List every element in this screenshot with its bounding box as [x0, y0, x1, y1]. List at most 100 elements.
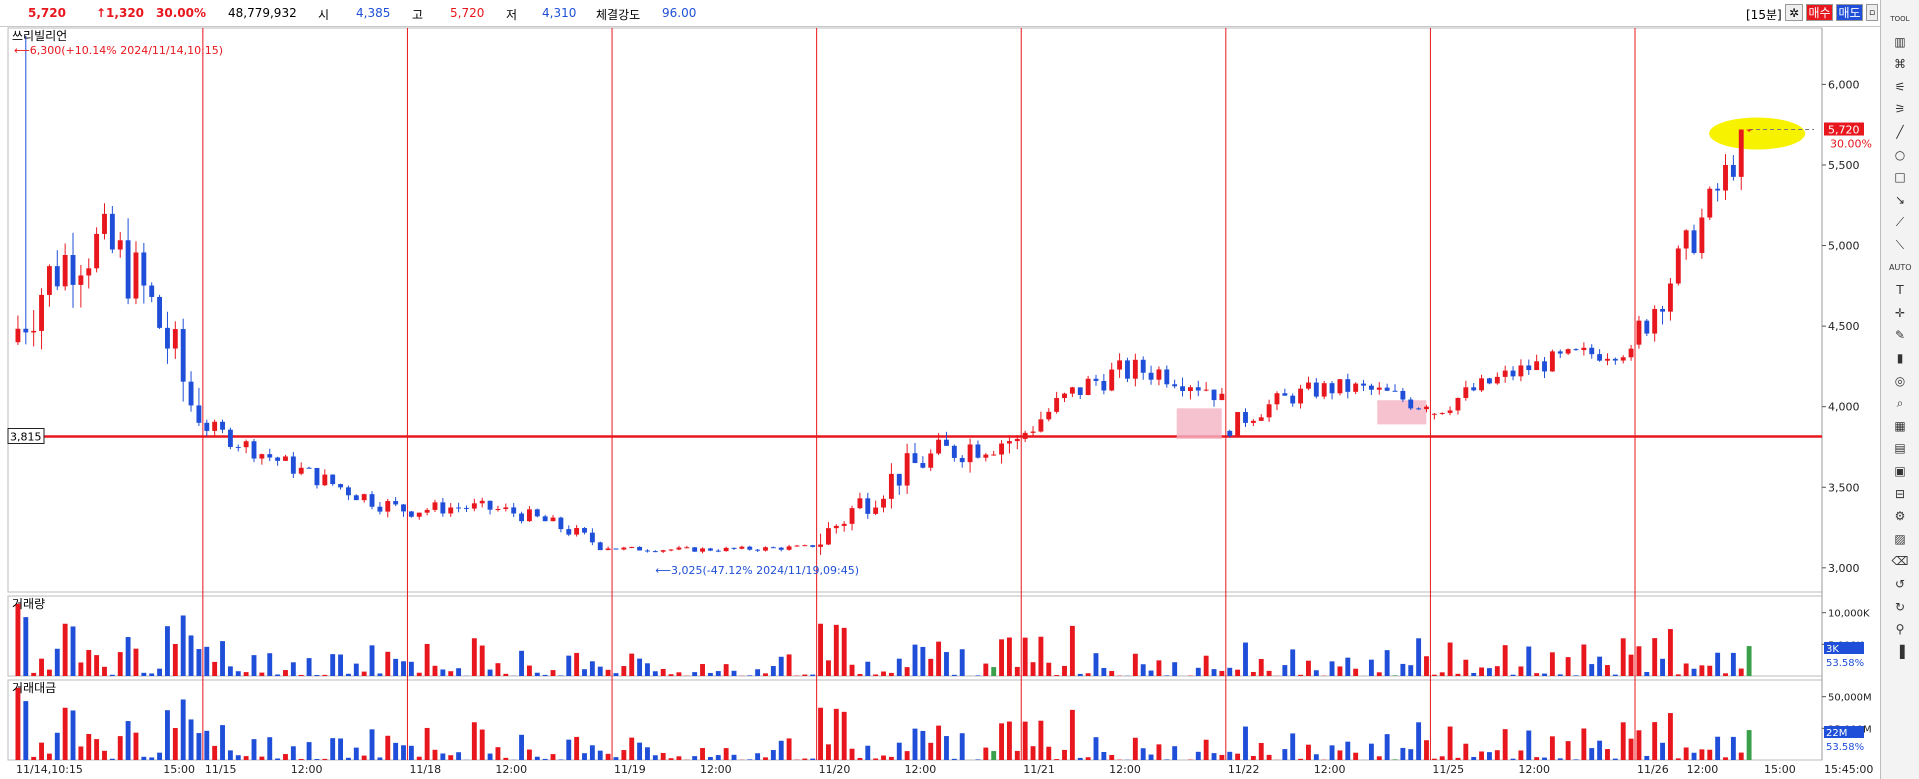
candle-body — [172, 329, 178, 349]
interval-selector[interactable]: [15분] — [1746, 8, 1782, 22]
volume-bar — [1211, 669, 1217, 676]
price-tick-label: 4,500 — [1828, 320, 1860, 333]
amount-bar — [1691, 752, 1697, 760]
sell-button[interactable]: 매도 — [1836, 4, 1863, 21]
ruler-icon[interactable]: ⊟ — [1894, 486, 1906, 501]
settings-icon[interactable]: ⚙ — [1894, 509, 1906, 524]
volume-bar — [1337, 666, 1343, 676]
calculator-icon[interactable]: ▨ — [1894, 531, 1906, 546]
amount-bar — [1022, 721, 1028, 760]
candle-body — [692, 547, 698, 552]
auto-icon[interactable]: AUTO — [1889, 262, 1912, 272]
amount-bar — [1101, 751, 1107, 760]
pen-icon[interactable]: ✎ — [1894, 328, 1906, 343]
candle-body — [1109, 369, 1115, 391]
amount-bar — [763, 757, 768, 760]
buy-button[interactable]: 매수 — [1806, 4, 1833, 21]
amount-bar — [747, 759, 753, 760]
x-tick-label: 11/22 — [1228, 763, 1260, 776]
amount-bar — [212, 745, 218, 760]
amount-bar — [1636, 730, 1642, 760]
amount-bar — [1195, 751, 1201, 760]
zoom-icon[interactable]: ⌕ — [1896, 396, 1904, 411]
volume-bar — [1132, 653, 1138, 676]
amount-bar — [1384, 734, 1390, 760]
candle-body — [440, 502, 446, 514]
candle-body — [39, 294, 44, 331]
target-icon[interactable]: ◎ — [1894, 373, 1906, 388]
candle-body — [637, 546, 643, 551]
bar-chart-icon[interactable]: ▥ — [1894, 34, 1906, 49]
eraser-icon[interactable]: ⌫ — [1891, 554, 1909, 569]
amount-bar — [125, 721, 131, 760]
strength-label: 체결강도 — [596, 8, 641, 22]
volume-bar — [841, 627, 847, 676]
magnet-icon[interactable]: ⌘ — [1894, 57, 1906, 72]
amount-bar — [1109, 754, 1115, 760]
amount-bar — [495, 747, 501, 760]
x-tick-label: 12:00 — [495, 763, 527, 776]
rectangle-icon[interactable]: □ — [1894, 170, 1906, 185]
candle-body — [70, 255, 76, 285]
amount-bar — [1038, 720, 1044, 760]
table-icon[interactable]: ▦ — [1894, 418, 1906, 433]
volume-bar — [1667, 629, 1673, 676]
text-icon[interactable]: T — [1896, 283, 1904, 298]
window-icon[interactable]: ▣ — [1894, 464, 1906, 478]
candle-body — [1046, 411, 1052, 420]
volume-bar — [46, 669, 52, 676]
amount-bar — [912, 728, 918, 760]
volume-bar — [912, 644, 918, 676]
bars-icon[interactable]: ▐ — [1895, 644, 1905, 659]
amount-bar — [15, 687, 21, 760]
volume-bar — [936, 641, 942, 676]
volume-bar — [1518, 666, 1524, 676]
volume-bar — [1101, 667, 1107, 676]
fibonacci-icon[interactable]: ⚟ — [1894, 79, 1906, 94]
amount-bar — [1612, 758, 1618, 760]
window-icon: ▫ — [1868, 8, 1876, 18]
candle-body — [1431, 413, 1437, 415]
amount-bar — [1062, 749, 1067, 760]
amount-bar — [1455, 757, 1461, 760]
volume-bar — [31, 672, 37, 676]
price-tick-label: 3,000 — [1828, 562, 1860, 575]
chart-area[interactable]: 3,000 3,500 4,000 4,500 5,000 5,500 6,000 3,815… — [0, 0, 1880, 779]
amount-bar — [534, 756, 540, 760]
circle-icon[interactable]: ○ — [1894, 147, 1906, 162]
grid-icon[interactable]: ▤ — [1894, 441, 1906, 456]
ray-icon[interactable]: ⟍ — [1895, 238, 1905, 252]
undo-icon[interactable]: ↺ — [1894, 577, 1906, 591]
volume-bar — [1636, 646, 1642, 676]
candle-body — [102, 213, 107, 234]
volume-bar — [188, 635, 194, 676]
volume-bar — [1573, 675, 1579, 676]
candle-body — [629, 546, 635, 548]
candle-body — [503, 507, 509, 510]
candle-body — [660, 550, 666, 552]
end-time-label: 15:45:00 — [1824, 763, 1873, 776]
redo-icon[interactable]: ↻ — [1894, 599, 1906, 614]
cross-icon[interactable]: ✛ — [1894, 305, 1906, 320]
amount-bar — [1644, 755, 1650, 760]
search-icon[interactable]: ⚲ — [1895, 622, 1905, 637]
volume-bar — [1542, 673, 1547, 676]
volume-bar — [904, 667, 910, 676]
candle-body — [180, 329, 186, 382]
candle-body — [849, 508, 855, 524]
gann-icon[interactable]: ⚞ — [1894, 102, 1906, 117]
trend-icon[interactable]: ⟋ — [1895, 215, 1905, 230]
line-icon[interactable]: ╱ — [1896, 125, 1904, 139]
candle-body — [873, 507, 879, 514]
support-label-box — [7, 427, 45, 444]
candle-body — [582, 527, 587, 533]
window-controls[interactable]: ▫ — [1866, 4, 1878, 21]
tool-icon[interactable]: TOOL — [1890, 15, 1910, 23]
settings-button[interactable]: ✲ — [1785, 4, 1803, 21]
amount-bar — [393, 742, 399, 760]
amount-bar — [46, 753, 52, 760]
candle-icon[interactable]: ▮ — [1896, 351, 1904, 365]
amount-bar — [298, 758, 304, 760]
arrow-icon[interactable]: ↘ — [1894, 192, 1906, 207]
amount-bar — [652, 755, 658, 760]
